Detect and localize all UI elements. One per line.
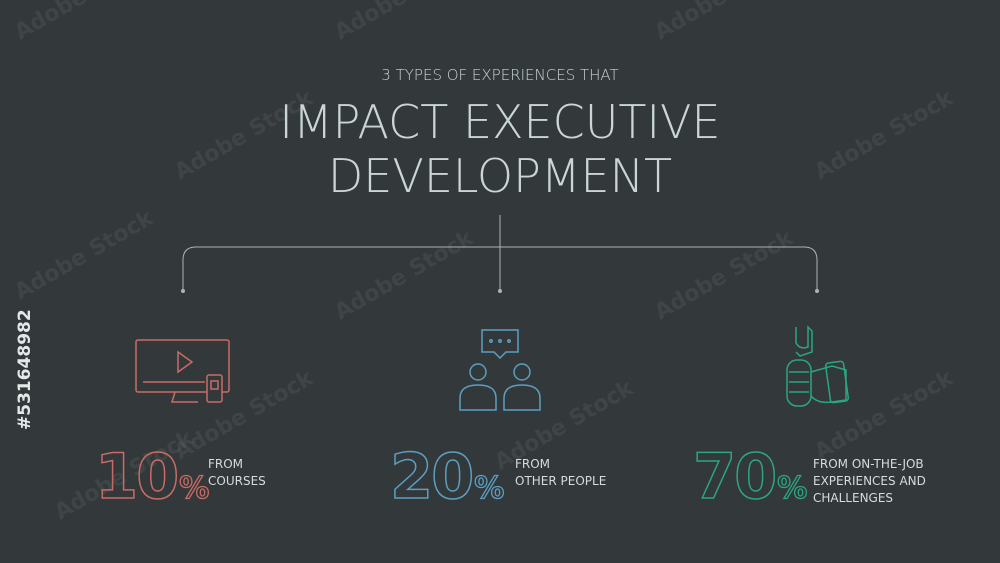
connector-dots xyxy=(181,289,819,293)
percent-value: 20 xyxy=(390,440,472,513)
stock-id: #531648982 xyxy=(15,309,35,430)
label-line: FROM ON-THE-JOB xyxy=(813,457,924,471)
title-line: DEVELOPMENT xyxy=(328,149,672,203)
percent-unit: % xyxy=(474,471,504,506)
label-line: FROM xyxy=(515,457,550,471)
connector xyxy=(182,215,818,290)
percent-value: 10 xyxy=(95,440,177,513)
percent-unit: % xyxy=(179,471,209,506)
title-line: IMPACT EXECUTIVE xyxy=(279,95,720,149)
label-line: FROM xyxy=(208,457,243,471)
percent-unit: % xyxy=(777,471,807,506)
subtitle: 3 TYPES OF EXPERIENCES THAT xyxy=(381,66,618,84)
percent-value: 70 xyxy=(693,440,775,513)
label-line: COURSES xyxy=(208,474,266,488)
monitor-icon xyxy=(135,339,230,403)
label-line: OTHER PEOPLE xyxy=(515,474,606,488)
people-icon xyxy=(459,329,541,411)
label-line: EXPERIENCES AND xyxy=(813,474,926,488)
label-line: CHALLENGES xyxy=(813,491,893,505)
tools-icon xyxy=(786,325,850,407)
